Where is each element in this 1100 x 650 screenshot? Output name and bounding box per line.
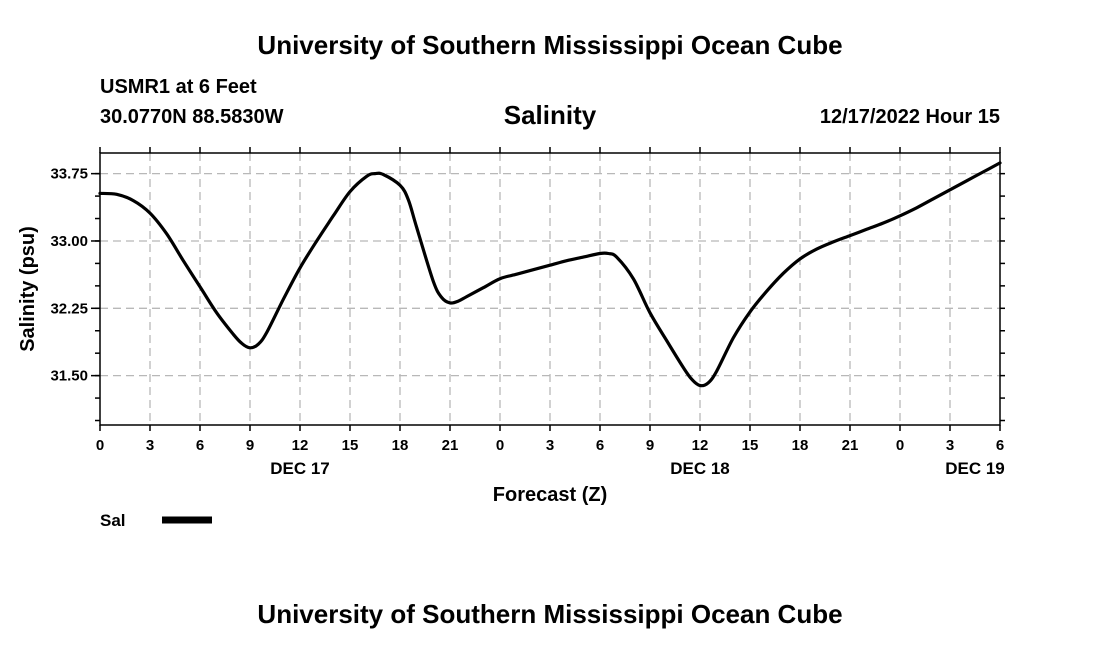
x-tick-label: 0 (896, 437, 904, 454)
date-label: DEC 17 (270, 459, 330, 478)
x-tick-label: 9 (246, 437, 254, 454)
x-tick-label: 15 (342, 437, 359, 454)
y-tick-label: 31.50 (50, 368, 88, 385)
y-tick-label: 32.25 (50, 300, 88, 317)
x-tick-label: 0 (96, 437, 104, 454)
chart-title: Salinity (503, 100, 597, 130)
date-label: DEC 19 (945, 459, 1005, 478)
x-tick-label: 3 (946, 437, 954, 454)
x-tick-label: 0 (496, 437, 504, 454)
x-tick-label: 6 (196, 437, 204, 454)
date-label: DEC 18 (670, 459, 730, 478)
x-tick-label: 12 (692, 437, 709, 454)
axes (91, 147, 1005, 431)
legend-label: Sal (100, 511, 126, 530)
station-label: USMR1 at 6 Feet (100, 76, 257, 98)
grid (100, 153, 1000, 425)
x-tick-label: 12 (292, 437, 309, 454)
x-tick-label: 15 (742, 437, 759, 454)
y-axis-title: Salinity (psu) (17, 226, 39, 352)
axis-labels: 0 3 6 9 12 15 18 21 0 3 6 9 12 15 18 21 0 3 6 31.50 32.25 33.… (17, 166, 1005, 530)
x-tick-label: 18 (792, 437, 809, 454)
x-tick-label: 21 (842, 437, 859, 454)
salinity-series-line (98, 161, 1002, 388)
page-title: University of Southern Mississippi Ocean… (257, 30, 843, 60)
footer-title: University of Southern Mississippi Ocean… (257, 599, 843, 629)
y-tick-label: 33.75 (50, 166, 88, 183)
x-tick-label: 18 (392, 437, 409, 454)
x-tick-label: 3 (146, 437, 154, 454)
x-axis-title: Forecast (Z) (493, 484, 607, 506)
x-tick-label: 6 (596, 437, 604, 454)
coordinates-label: 30.0770N 88.5830W (100, 106, 284, 128)
datetime-label: 12/17/2022 Hour 15 (819, 106, 1000, 128)
x-tick-label: 9 (646, 437, 654, 454)
x-tick-label: 21 (442, 437, 459, 454)
x-tick-label: 6 (996, 437, 1004, 454)
y-tick-label: 33.00 (50, 233, 88, 250)
series-layer (98, 161, 1002, 388)
x-tick-label: 3 (546, 437, 554, 454)
